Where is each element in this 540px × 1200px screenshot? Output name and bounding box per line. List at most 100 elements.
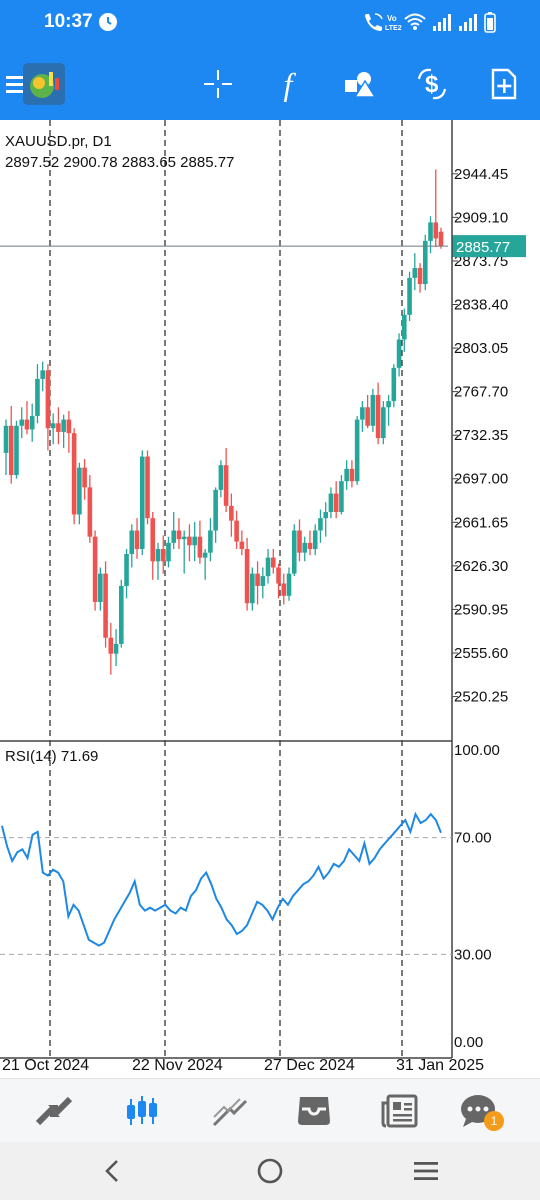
candle-body <box>281 583 287 596</box>
menu-icon[interactable] <box>0 62 34 106</box>
candle-body <box>286 573 292 596</box>
price-tick-label: 2909.10 <box>454 209 508 226</box>
quotes-icon[interactable] <box>30 1089 78 1133</box>
candle-body <box>202 552 208 558</box>
objects-icon[interactable] <box>338 62 382 106</box>
candle-body <box>318 518 323 531</box>
price-tick-label: 2767.70 <box>454 384 508 401</box>
candle-body <box>218 465 224 490</box>
history-icon[interactable] <box>290 1089 338 1133</box>
chat-icon[interactable]: 1 <box>454 1089 504 1133</box>
signal-icon <box>433 14 451 31</box>
candle-body <box>176 530 182 540</box>
candle-body <box>291 530 297 574</box>
rsi-tick-label: 30.00 <box>454 946 492 963</box>
candle-body <box>223 465 229 506</box>
status-bar: 10:37 Vo LTE2 <box>0 0 540 48</box>
candle-body <box>197 536 203 558</box>
candle-body <box>40 370 45 379</box>
new-order-icon[interactable] <box>482 62 526 106</box>
price-tick-label: 2803.05 <box>454 340 508 357</box>
candle-body <box>166 542 171 562</box>
candles <box>3 169 444 675</box>
time-axis: 21 Oct 2024 22 Nov 2024 27 Dec 2024 31 Jan … <box>2 1057 484 1074</box>
candle-body <box>339 481 344 513</box>
candle-body <box>349 468 355 482</box>
rsi-label: RSI(14) 71.69 <box>5 748 98 765</box>
back-icon[interactable] <box>92 1154 132 1188</box>
trade-nav-icon[interactable] <box>206 1089 254 1133</box>
candle-body <box>119 585 124 644</box>
current-price-tag <box>452 235 526 258</box>
candle-body <box>260 576 266 586</box>
candle-body <box>29 415 35 430</box>
rsi-tick-label: 70.00 <box>454 830 492 847</box>
candle-body <box>328 493 334 513</box>
volte-lte2-icon: Vo <box>387 14 397 23</box>
candle-body <box>171 530 177 543</box>
chart-area[interactable]: 2944.45 2909.10 2873.75 2838.40 2803.05 2767.… <box>0 120 540 1078</box>
candle-body <box>265 557 271 577</box>
battery-icon <box>484 12 496 33</box>
candle-body <box>98 573 103 602</box>
current-price-label: 2885.77 <box>456 239 510 256</box>
candle-body <box>428 222 433 241</box>
chart-icon[interactable] <box>118 1089 166 1133</box>
candle-body <box>438 231 444 247</box>
function-glyph: f <box>283 65 293 102</box>
candle-body <box>270 557 276 568</box>
candle-body <box>129 530 135 554</box>
bottom-nav: 1 <box>0 1078 540 1142</box>
news-icon[interactable] <box>376 1089 424 1133</box>
status-icons: Vo LTE2 <box>365 12 496 33</box>
candle-body <box>239 541 245 549</box>
candle-body <box>365 407 370 426</box>
candle-body <box>103 573 108 638</box>
candle-body <box>391 367 397 402</box>
call-wifi-icon <box>365 13 383 31</box>
svg-text:LTE2: LTE2 <box>385 25 402 32</box>
candle-body <box>66 419 72 434</box>
candle-body <box>381 407 386 439</box>
price-tick-label: 2838.40 <box>454 296 508 313</box>
rsi-tick-label: 0.00 <box>454 1034 483 1051</box>
candle-body <box>433 222 439 239</box>
candle-body <box>333 493 339 513</box>
recents-icon[interactable] <box>406 1154 446 1188</box>
wifi-icon <box>404 13 426 30</box>
price-tick-label: 2590.95 <box>454 601 508 618</box>
time-tick-label: 27 Dec 2024 <box>264 1057 355 1074</box>
price-tick-label: 2626.30 <box>454 558 508 575</box>
signal-icon-2 <box>459 14 477 31</box>
candle-body <box>370 394 376 426</box>
rsi-axis: 100.00 70.00 30.00 0.00 <box>454 742 500 1051</box>
candle-body <box>407 277 412 315</box>
candle-body <box>402 314 407 340</box>
candle-body <box>113 643 119 654</box>
toolbar: f $ <box>0 48 540 120</box>
rsi-tick-label: 100.00 <box>454 742 500 759</box>
candle-body <box>139 456 145 549</box>
time-tick-label: 31 Jan 2025 <box>396 1057 484 1074</box>
candle-body <box>45 370 51 429</box>
candle-body <box>234 520 239 542</box>
trade-icon[interactable]: $ <box>410 62 454 106</box>
function-icon[interactable]: f <box>266 62 310 106</box>
candle-body <box>8 425 14 476</box>
candle-body <box>82 467 87 488</box>
candle-body <box>255 573 260 586</box>
chart-canvas[interactable]: 2944.45 2909.10 2873.75 2838.40 2803.05 2767.… <box>0 120 540 1078</box>
candle-body <box>19 419 25 426</box>
price-tick-label: 2944.45 <box>454 166 508 183</box>
candle-body <box>3 425 9 453</box>
app-logo-icon[interactable] <box>22 62 66 106</box>
crosshair-icon[interactable] <box>196 62 240 106</box>
price-tick-label: 2661.65 <box>454 514 508 531</box>
home-icon[interactable] <box>250 1154 290 1188</box>
candle-body <box>344 468 349 482</box>
candle-body <box>77 467 82 515</box>
candle-body <box>307 542 313 549</box>
candle-body <box>250 573 255 604</box>
candle-body <box>24 419 30 430</box>
candle-body <box>187 536 192 546</box>
